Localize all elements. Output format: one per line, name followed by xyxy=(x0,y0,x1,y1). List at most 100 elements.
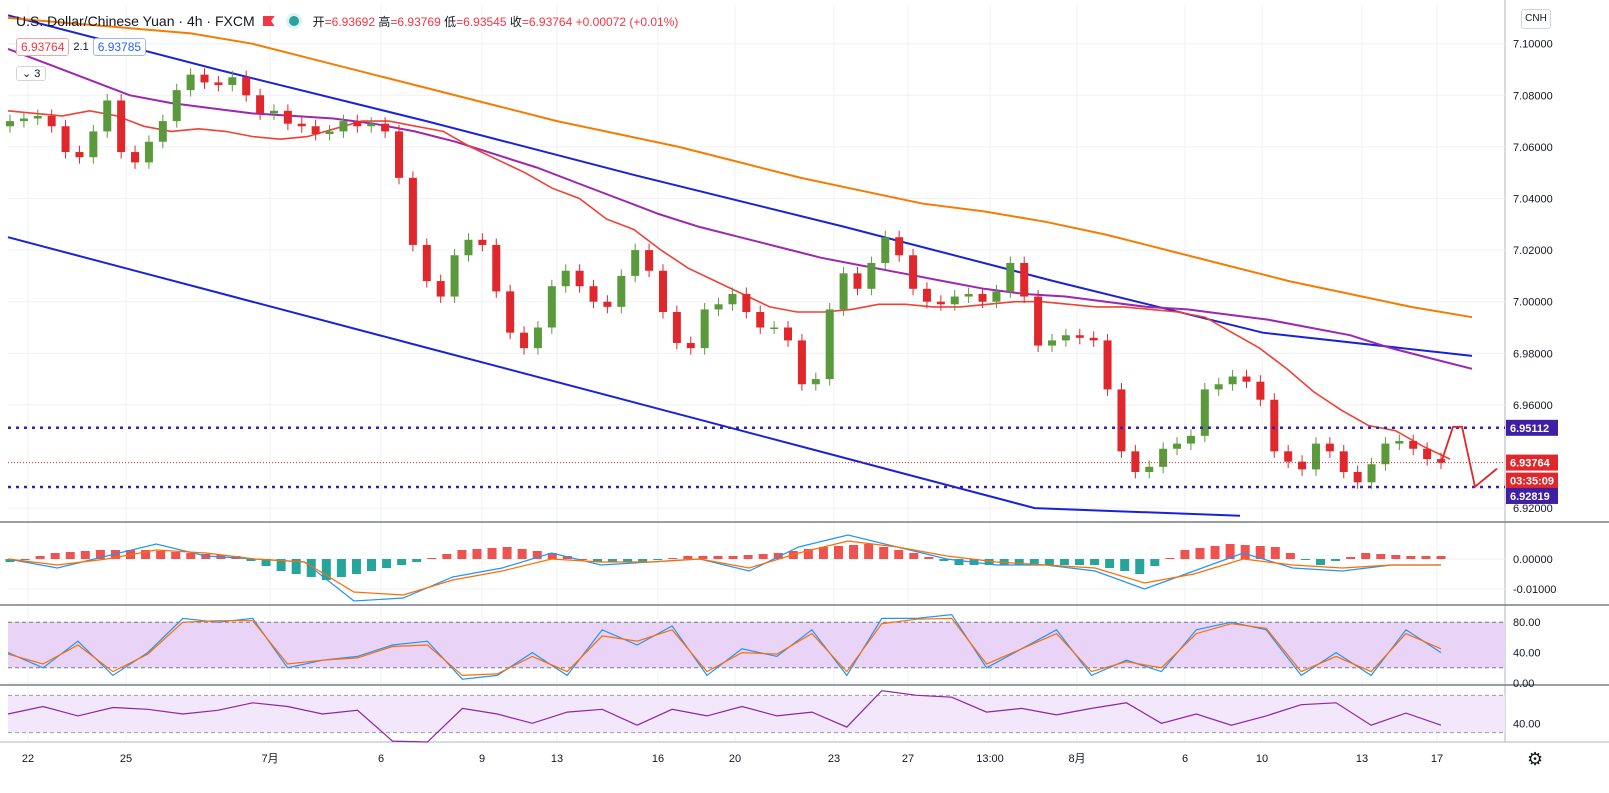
candle-body xyxy=(6,121,14,127)
macd-histogram-bar xyxy=(849,545,859,559)
macd-histogram-bar xyxy=(141,550,151,559)
macd-histogram-bar xyxy=(653,559,663,560)
macd-histogram-bar xyxy=(1315,559,1325,565)
macd-histogram-bar xyxy=(367,559,377,571)
candle-body xyxy=(1395,441,1404,444)
macd-histogram-bar xyxy=(156,551,166,559)
macd-histogram-bar xyxy=(351,559,361,574)
candle-body xyxy=(492,244,501,292)
candle-body xyxy=(1242,376,1251,382)
symbol-title[interactable]: U.S. Dollar/Chinese Yuan · 4h · FXCM xyxy=(16,13,255,29)
macd-histogram-bar xyxy=(171,552,181,559)
gear-icon[interactable]: ⚙ xyxy=(1527,749,1544,769)
candle-body xyxy=(922,288,931,302)
indicators-toggle[interactable]: ⌄ 3 xyxy=(16,66,47,81)
macd-histogram-bar xyxy=(442,554,452,559)
x-tick-label: 8月 xyxy=(1068,753,1085,765)
macd-histogram-bar xyxy=(1391,555,1401,559)
candle-body xyxy=(867,263,876,289)
candle-body xyxy=(1145,466,1154,472)
x-tick-label: 16 xyxy=(652,753,664,765)
candle-body xyxy=(103,100,112,132)
macd-histogram-bar xyxy=(1210,546,1220,559)
candle-body xyxy=(381,123,390,132)
candle-body xyxy=(256,95,265,114)
x-tick-label: 6 xyxy=(1182,753,1188,765)
macd-histogram-bar xyxy=(1150,559,1160,566)
support-price-label-bg xyxy=(1506,487,1558,504)
bid-ask-row: 6.93764 2.1 6.93785 xyxy=(16,38,147,56)
macd-histogram-bar xyxy=(502,547,512,559)
y-tick-label: 7.10000 xyxy=(1513,39,1553,51)
macd-histogram-bar xyxy=(638,559,648,562)
macd-histogram-bar xyxy=(623,559,633,562)
bid-button[interactable]: 6.93764 xyxy=(16,38,70,56)
x-tick-label: 6 xyxy=(378,753,384,765)
support-price-label: 6.92819 xyxy=(1510,491,1550,503)
candle-body xyxy=(936,301,945,305)
candle-body xyxy=(978,293,987,302)
candle-body xyxy=(589,286,598,302)
macd-histogram-bar xyxy=(577,559,587,560)
macd-histogram-bar xyxy=(833,546,843,559)
macd-histogram-bar xyxy=(1195,548,1205,559)
macd-histogram-bar xyxy=(1044,559,1054,565)
macd-histogram-bar xyxy=(472,549,482,559)
candle-body xyxy=(311,126,320,134)
macd-histogram-bar xyxy=(1361,553,1371,559)
macd-histogram-bar xyxy=(879,547,889,559)
y-tick-label: 6.96000 xyxy=(1513,400,1553,412)
resistance-price-label-bg xyxy=(1506,419,1558,436)
candle-body xyxy=(1298,461,1307,470)
y-tick-label: 80.00 xyxy=(1513,617,1541,629)
y-tick-label: 7.04000 xyxy=(1513,194,1553,206)
candle-body xyxy=(47,115,56,127)
ohlc-values: 开=6.93692 高=6.93769 低=6.93545 收=6.93764 … xyxy=(313,13,679,30)
macd-histogram-bar xyxy=(261,559,271,566)
macd-histogram-bar xyxy=(909,553,919,559)
currency-badge[interactable]: CNH xyxy=(1521,9,1551,29)
macd-histogram-bar xyxy=(1135,559,1145,574)
macd-histogram-bar xyxy=(954,559,964,565)
candle-body xyxy=(658,270,667,313)
x-tick-label: 20 xyxy=(729,753,741,765)
macd-histogram-bar xyxy=(321,559,331,580)
candle-body xyxy=(325,131,334,134)
stochastic-band xyxy=(8,622,1505,668)
candle-body xyxy=(1214,384,1223,390)
macd-histogram-bar xyxy=(65,552,75,559)
candle-body xyxy=(200,74,209,83)
y-tick-label: 6.92000 xyxy=(1513,503,1553,515)
candle-body xyxy=(950,296,959,305)
macd-histogram-bar xyxy=(517,549,527,559)
close-value: =6.93764 xyxy=(521,14,573,29)
y-tick-label: 40.00 xyxy=(1513,648,1541,660)
macd-histogram-bar xyxy=(1300,559,1310,560)
macd-histogram-bar xyxy=(1105,559,1115,568)
high-value: =6.93769 xyxy=(390,14,441,29)
macd-histogram-bar xyxy=(728,556,738,559)
candle-body xyxy=(686,342,695,349)
candle-body xyxy=(1423,448,1432,460)
candle-body xyxy=(1200,389,1209,436)
candle-body xyxy=(1089,337,1098,341)
ask-button[interactable]: 6.93785 xyxy=(92,38,147,56)
macd-histogram-bar xyxy=(1376,554,1386,559)
candle-body xyxy=(1256,381,1265,400)
macd-histogram-bar xyxy=(683,556,693,559)
ma-orange-line xyxy=(7,16,1473,319)
macd-histogram-bar xyxy=(487,548,497,559)
flag-icon[interactable] xyxy=(262,16,275,26)
candle-body xyxy=(839,273,848,310)
candle-body xyxy=(506,291,515,333)
macd-histogram-bar xyxy=(803,549,813,559)
candle-body xyxy=(797,340,806,385)
candle-body xyxy=(1228,376,1237,385)
candle-body xyxy=(811,379,820,385)
macd-histogram-bar xyxy=(1436,556,1446,559)
x-tick-label: 10 xyxy=(1256,753,1268,765)
candle-body xyxy=(1339,451,1348,472)
candle-body xyxy=(339,121,348,132)
candle-body xyxy=(533,327,542,349)
